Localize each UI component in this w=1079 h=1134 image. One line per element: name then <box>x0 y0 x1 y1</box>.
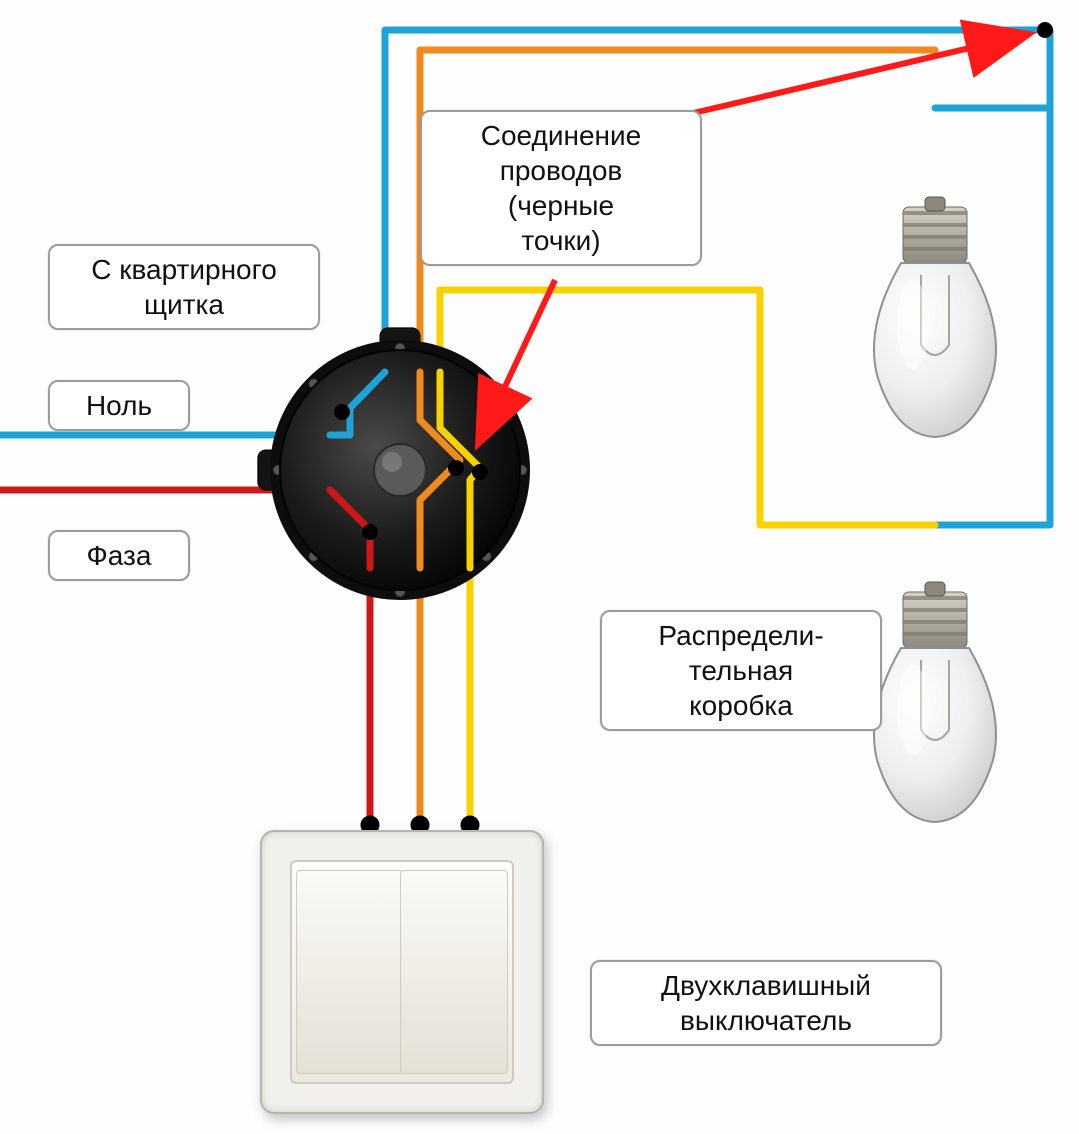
double-rocker-switch <box>260 830 544 1114</box>
label-connection: Соединение проводов (черные точки) <box>420 110 702 266</box>
label-phase: Фаза <box>48 530 190 581</box>
switch-rocker-right <box>400 870 508 1074</box>
switch-rocker-left <box>296 870 404 1074</box>
label-junction-box: Распредели- тельная коробка <box>600 610 882 731</box>
label-switch: Двухклавишный выключатель <box>590 960 942 1046</box>
junction-box <box>258 328 530 600</box>
label-neutral: Ноль <box>48 380 190 431</box>
bulbs-group <box>874 197 996 822</box>
label-from-panel: С квартирного щитка <box>48 244 320 330</box>
